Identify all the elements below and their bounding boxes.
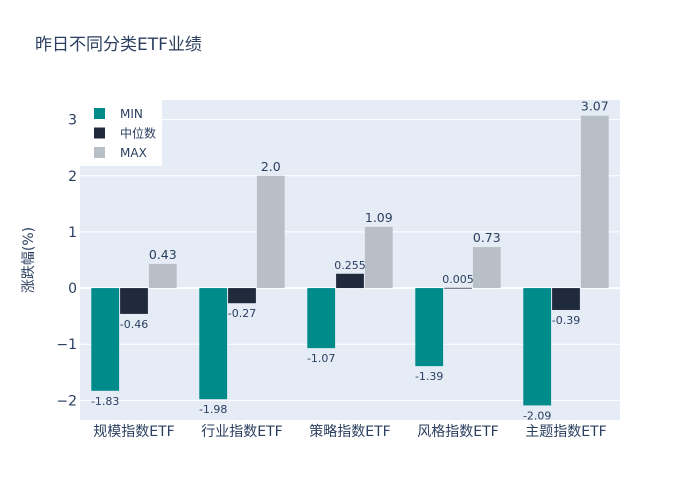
data-label: 2.0	[261, 159, 281, 174]
data-label: -1.98	[199, 403, 227, 416]
legend-swatch	[94, 147, 105, 158]
y-tick-label: 3	[68, 113, 77, 129]
bar-MIN-2[interactable]	[307, 288, 336, 349]
data-label: 0.73	[473, 230, 501, 245]
data-label: 0.255	[334, 259, 366, 272]
bars	[91, 115, 609, 406]
x-tick-label: 行业指数ETF	[201, 424, 282, 440]
bar-MIN-0[interactable]	[91, 288, 120, 391]
bar-MIN-4[interactable]	[523, 288, 552, 406]
data-label: 3.07	[581, 99, 609, 114]
bar-中位数-2[interactable]	[336, 273, 364, 289]
legend-swatch	[94, 108, 105, 119]
bar-中位数-0[interactable]	[120, 288, 148, 314]
chart-title: 昨日不同分类ETF业绩	[35, 35, 202, 55]
data-label: -1.83	[91, 395, 119, 408]
bar-MAX-3[interactable]	[472, 247, 501, 289]
data-labels: -1.83 -0.46 0.43 -1.98 -0.27 2.0 -1.07 0.255 1.0…	[91, 99, 609, 423]
x-tick-label: 规模指数ETF	[93, 424, 174, 440]
legend-box	[80, 100, 162, 166]
bar-中位数-3[interactable]	[444, 287, 472, 289]
data-label: 0.43	[149, 247, 177, 262]
legend-item[interactable]: MAX	[94, 146, 147, 160]
data-label: -0.27	[228, 307, 256, 320]
data-label: 1.09	[365, 210, 393, 225]
data-label: -0.46	[120, 318, 148, 331]
legend-label: 中位数	[120, 126, 156, 141]
legend[interactable]: MIN 中位数 MAX	[80, 100, 162, 166]
y-tick-label: −2	[56, 393, 77, 409]
data-label: -1.07	[307, 352, 335, 365]
legend-item[interactable]: 中位数	[94, 126, 156, 141]
bar-MIN-1[interactable]	[199, 288, 228, 400]
y-tick-label: 1	[68, 225, 77, 241]
bar-MAX-4[interactable]	[580, 115, 609, 289]
bar-中位数-1[interactable]	[228, 288, 256, 304]
y-tick-label: 2	[68, 169, 77, 185]
x-axis: 规模指数ETF 行业指数ETF 策略指数ETF 风格指数ETF 主题指数ETF	[93, 423, 606, 440]
legend-label: MAX	[120, 146, 147, 160]
y-axis-title: 涨跌幅(%)	[21, 227, 37, 293]
bar-MAX-2[interactable]	[364, 226, 393, 289]
data-label: -2.09	[523, 409, 551, 422]
data-label: 0.005	[442, 273, 474, 286]
y-axis: −2 −1 0 1 2 3	[56, 113, 77, 410]
data-label: -1.39	[415, 370, 443, 383]
bar-MAX-1[interactable]	[256, 175, 285, 289]
bar-MAX-0[interactable]	[148, 263, 177, 289]
y-tick-label: −1	[56, 337, 77, 353]
bar-中位数-4[interactable]	[552, 288, 580, 310]
legend-label: MIN	[120, 107, 143, 121]
bar-MIN-3[interactable]	[415, 288, 444, 367]
legend-swatch	[94, 127, 105, 139]
data-label: -0.39	[552, 314, 580, 327]
x-tick-label: 风格指数ETF	[417, 424, 498, 440]
x-tick-label: 主题指数ETF	[525, 424, 606, 440]
x-tick-label: 策略指数ETF	[309, 423, 390, 440]
legend-item[interactable]: MIN	[94, 107, 143, 121]
y-tick-label: 0	[68, 281, 77, 297]
